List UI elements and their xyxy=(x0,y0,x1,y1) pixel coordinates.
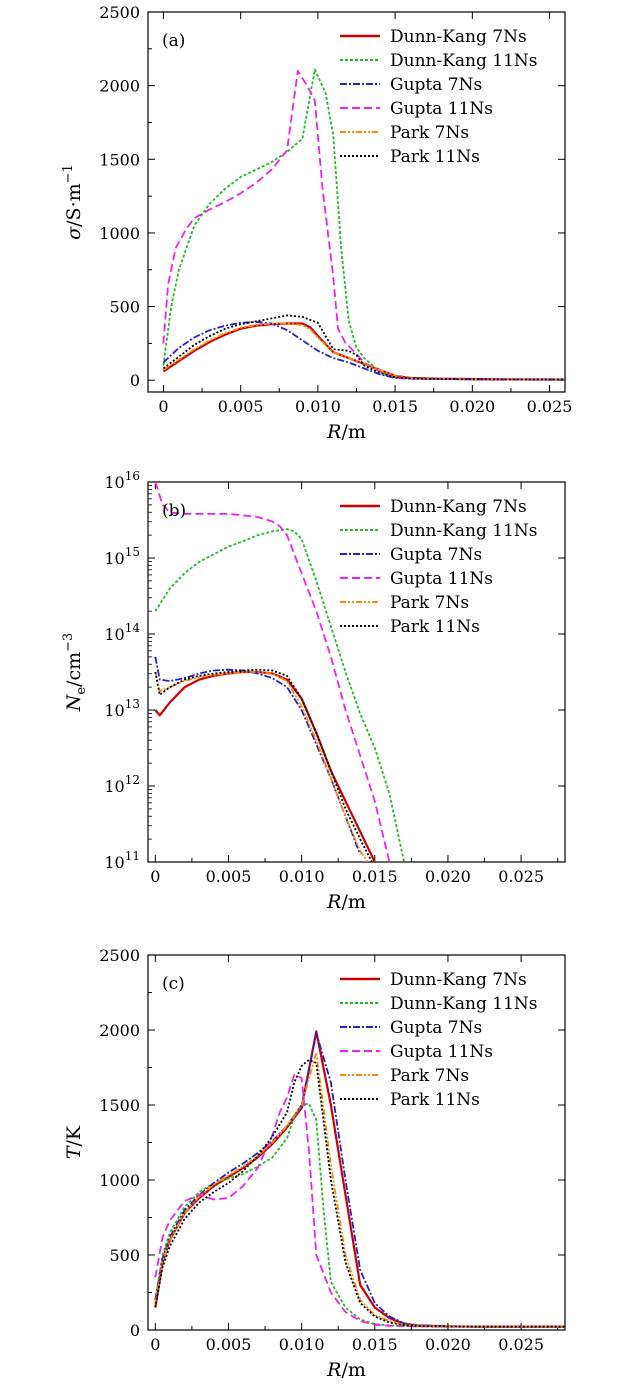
series-line-6 xyxy=(162,314,565,381)
legend-label-4: Gupta 11Ns xyxy=(390,99,493,119)
x-axis-label: R/m xyxy=(326,421,366,443)
legend-label-2: Dunn-Kang 11Ns xyxy=(390,521,538,541)
y-tick-label: 1500 xyxy=(99,150,140,169)
panel-tag: (a) xyxy=(162,31,185,51)
x-tick-label: 0.025 xyxy=(527,397,573,416)
y-tick-label: 1000 xyxy=(99,1171,140,1190)
x-tick-label: 0.005 xyxy=(206,1335,252,1354)
y-tick-label: 500 xyxy=(109,1246,140,1265)
y-tick-label: 2000 xyxy=(99,1021,140,1040)
legend-label-3: Gupta 7Ns xyxy=(390,75,482,95)
x-axis-label: R/m xyxy=(326,891,366,913)
series-line-5 xyxy=(154,671,369,862)
x-tick-label: 0 xyxy=(150,867,160,886)
legend-label-6: Park 11Ns xyxy=(390,1090,480,1110)
legend-label-5: Park 7Ns xyxy=(390,1066,469,1086)
y-tick-label: 2500 xyxy=(99,946,140,965)
series-line-2 xyxy=(154,1102,565,1328)
x-axis-label: R/m xyxy=(326,1359,366,1381)
x-tick-label: 0.020 xyxy=(425,867,471,886)
x-tick-label: 0.025 xyxy=(498,1335,544,1354)
legend-label-1: Dunn-Kang 7Ns xyxy=(390,970,527,990)
legend-label-4: Gupta 11Ns xyxy=(390,1042,493,1062)
legend-label-2: Dunn-Kang 11Ns xyxy=(390,994,538,1014)
series-line-2 xyxy=(154,528,405,862)
y-axis-label: T/K xyxy=(63,1125,85,1159)
y-tick-label: 1011 xyxy=(104,849,140,872)
y-tick-label: 1000 xyxy=(99,224,140,243)
y-tick-label: 1012 xyxy=(104,773,140,796)
x-tick-label: 0 xyxy=(158,397,168,416)
y-tick-label: 1500 xyxy=(99,1096,140,1115)
legend-label-4: Gupta 11Ns xyxy=(390,569,493,589)
y-tick-label: 0 xyxy=(130,1321,140,1340)
legend-label-6: Park 11Ns xyxy=(390,147,480,167)
x-tick-label: 0.010 xyxy=(295,397,341,416)
x-tick-label: 0.015 xyxy=(372,397,418,416)
series-line-1 xyxy=(162,322,565,381)
y-axis-label: σ/S·m−1 xyxy=(61,164,85,240)
series-line-3 xyxy=(154,656,362,855)
y-tick-label: 0 xyxy=(130,371,140,390)
y-axis-label: Ne/cm−3 xyxy=(61,633,89,713)
legend-label-5: Park 7Ns xyxy=(390,123,469,143)
x-tick-label: 0.015 xyxy=(352,1335,398,1354)
series-line-4 xyxy=(154,482,391,862)
series-line-1 xyxy=(154,670,376,862)
y-tick-label: 1015 xyxy=(104,545,140,568)
chart-panel-3: 0 0.005 0.010 0.015 0.020 0.025 0 500 1000 1500 20… xyxy=(63,946,566,1381)
legend-label-3: Gupta 7Ns xyxy=(390,545,482,565)
x-tick-label: 0.020 xyxy=(425,1335,471,1354)
series-line-2 xyxy=(162,68,565,381)
x-tick-label: 0.020 xyxy=(449,397,495,416)
y-tick-label: 500 xyxy=(109,298,140,317)
series-line-6 xyxy=(154,668,373,862)
y-tick-label: 1016 xyxy=(104,469,140,492)
legend-label-5: Park 7Ns xyxy=(390,593,469,613)
x-tick-label: 0.010 xyxy=(279,867,325,886)
chart-panel-1: 0 0.005 0.010 0.015 0.020 0.025 0 500 1000 1500 20… xyxy=(61,3,572,443)
x-tick-label: 0.005 xyxy=(218,397,264,416)
x-tick-label: 0.005 xyxy=(206,867,252,886)
series-line-4 xyxy=(154,1074,565,1328)
series-line-5 xyxy=(162,322,565,381)
series-line-3 xyxy=(162,321,565,381)
legend-label-6: Park 11Ns xyxy=(390,617,480,637)
x-tick-label: 0.025 xyxy=(498,867,544,886)
legend-label-1: Dunn-Kang 7Ns xyxy=(390,497,527,517)
y-tick-label: 2500 xyxy=(99,3,140,22)
plot-frame xyxy=(147,481,566,863)
legend-label-1: Dunn-Kang 7Ns xyxy=(390,27,527,47)
series-group xyxy=(154,1030,565,1328)
x-tick-label: 0 xyxy=(150,1335,160,1354)
series-line-4 xyxy=(162,70,565,381)
x-tick-label: 0.010 xyxy=(279,1335,325,1354)
series-group xyxy=(154,482,405,862)
y-tick-label: 2000 xyxy=(99,77,140,96)
legend-label-2: Dunn-Kang 11Ns xyxy=(390,51,538,71)
y-tick-label: 1014 xyxy=(104,621,140,644)
legend-label-3: Gupta 7Ns xyxy=(390,1018,482,1038)
panel-tag: (c) xyxy=(162,974,185,994)
y-tick-label: 1013 xyxy=(104,697,140,720)
chart-panel-2: 0 0.005 0.010 0.015 0.020 0.025 1011 1012 1013 10… xyxy=(61,469,566,913)
panel-tag: (b) xyxy=(162,501,186,521)
x-tick-label: 0.015 xyxy=(352,867,398,886)
series-group xyxy=(162,68,565,381)
